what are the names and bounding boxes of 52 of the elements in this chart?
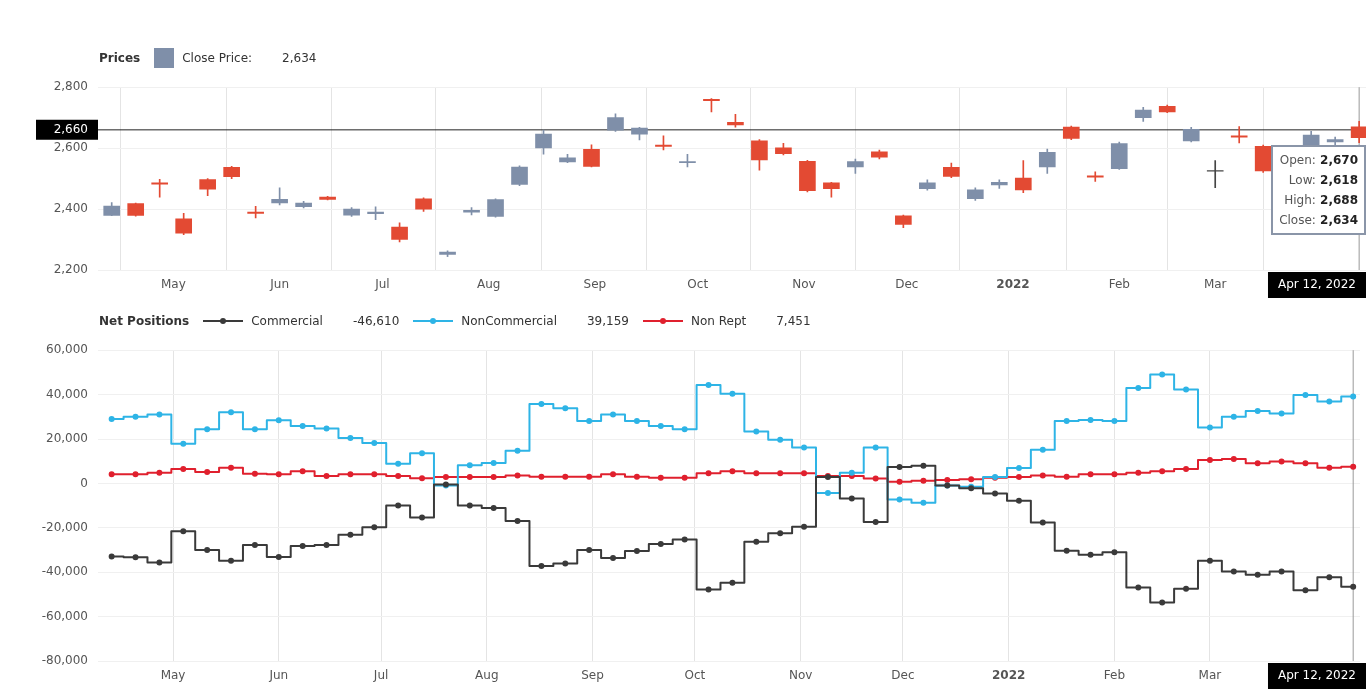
chart-title: Prices (99, 50, 141, 65)
legend-label: Close Price: (182, 50, 253, 65)
x-tick-label: Mar (1198, 668, 1222, 683)
x-tick-label: Nov (788, 668, 813, 683)
x-tick-label: 2022 (991, 668, 1026, 683)
legend-label: NonCommercial (461, 313, 557, 328)
ref-line-label: Apr 12, 2022 (1277, 668, 1356, 683)
y-tick-label: -40,000 (41, 564, 88, 579)
annotation: Open: 2,670 (1279, 152, 1358, 170)
text: Close: (1279, 213, 1316, 228)
x-tick-label: Dec (895, 277, 919, 292)
legend-label: Non Rept (690, 313, 747, 328)
y-tick-label: 2,400 (53, 201, 88, 216)
y-tick-label: 20,000 (46, 431, 88, 446)
y-tick-label: -60,000 (41, 608, 88, 623)
text: 2,634 (282, 50, 317, 65)
x-tick-label: Jun (269, 277, 290, 292)
y-tick-label: 0 (80, 475, 88, 490)
x-tick-label: Feb (1108, 277, 1130, 292)
y-tick-label: 2,200 (53, 262, 88, 277)
annotation: High: 2,688 (1283, 192, 1358, 210)
x-tick-label: Sep (581, 668, 604, 683)
chart-title: Net Positions (99, 313, 190, 328)
x-tick-label: Sep (583, 277, 607, 292)
x-tick-label: Mar (1203, 277, 1227, 292)
y-tick-label: 60,000 (46, 342, 88, 357)
legend-label: Commercial (251, 313, 323, 328)
annotation: 2,634 (1319, 213, 1358, 228)
y-tick-label: -80,000 (41, 653, 88, 668)
annotation: Low: 2,618 (1287, 172, 1358, 190)
x-tick-label: 2022 (996, 277, 1030, 292)
y-tick-label: -20,000 (41, 519, 88, 534)
text: -46,610 (352, 313, 400, 328)
x-tick-label: May (160, 277, 186, 292)
x-tick-label: Oct (687, 277, 709, 292)
x-tick-label: Dec (891, 668, 915, 683)
y-tick-label: 2,800 (53, 79, 88, 94)
x-tick-label: Jul (374, 277, 390, 292)
x-tick-label: Jul (372, 668, 389, 683)
x-tick-label: Feb (1103, 668, 1126, 683)
x-tick-label: Oct (684, 668, 706, 683)
y-tick-label: 40,000 (46, 386, 88, 401)
ref-line-label: Apr 12, 2022 (1277, 277, 1356, 292)
x-tick-label: Jun (268, 668, 289, 683)
y-tick-label: 2,600 (53, 140, 88, 155)
x-tick-label: Nov (792, 277, 816, 292)
text: 39,159 (586, 313, 629, 328)
ref-line-label: 2,660 (53, 121, 88, 136)
x-tick-label: Aug (476, 277, 501, 292)
x-tick-label: May (160, 668, 186, 683)
text: 7,451 (776, 313, 811, 328)
x-tick-label: Aug (475, 668, 499, 683)
